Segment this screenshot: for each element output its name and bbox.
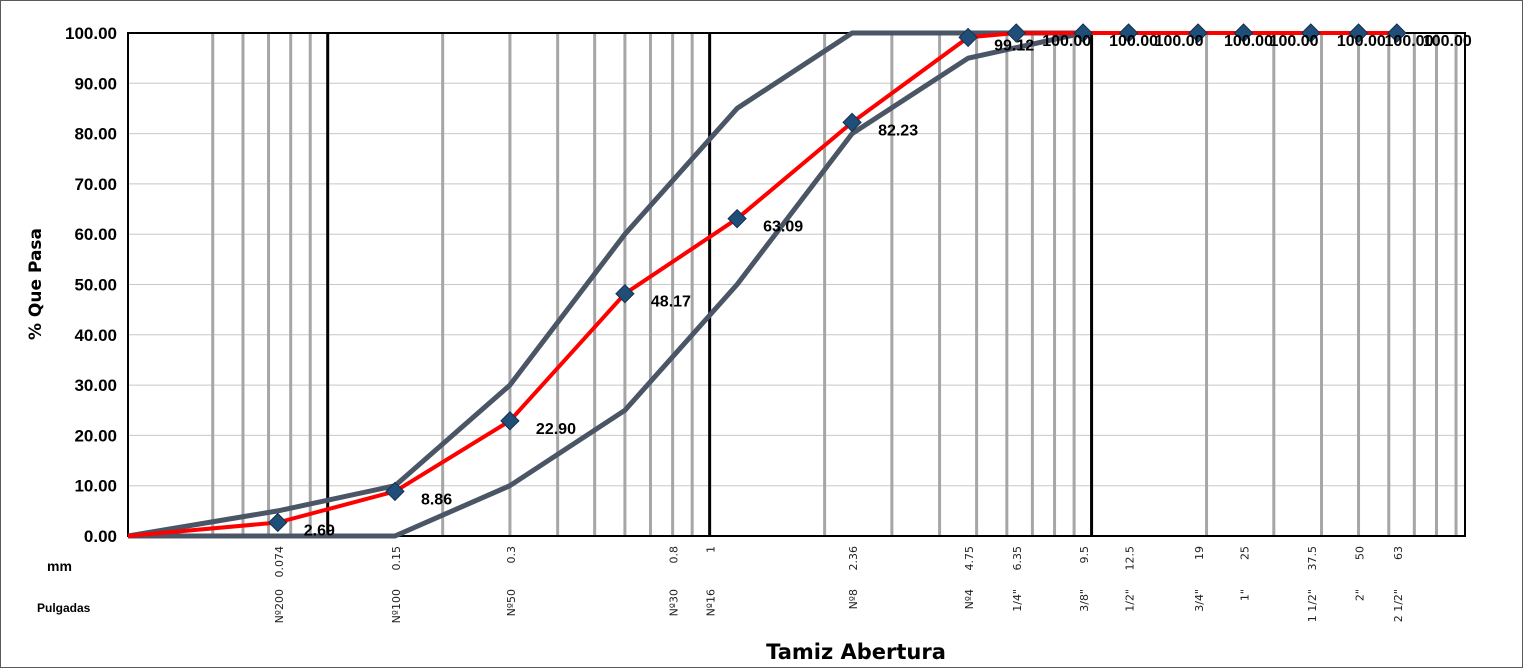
data-label: 63.09 (763, 219, 803, 236)
sieve-name-label: Nº50 (505, 589, 518, 616)
data-point (1348, 23, 1369, 43)
sieve-mm-label: 25 (1239, 546, 1252, 560)
data-point (500, 411, 520, 431)
sieve-name-label: Nº200 (273, 589, 286, 623)
sieve-mm-label: 0.3 (505, 546, 518, 564)
data-label: 99.12 (994, 37, 1034, 54)
sieve-mm-label: 9.5 (1078, 546, 1091, 564)
row-label-inches: Pulgadas (37, 601, 91, 615)
y-tick-labels: 0.00 10.00 20.00 30.00 40.00 50.00 60.00 70.00 8… (65, 24, 117, 546)
data-point (842, 112, 862, 133)
y-tick-label: 10.00 (74, 477, 117, 496)
y-tick-label: 70.00 (74, 175, 117, 194)
gradation-line (127, 31, 1397, 538)
row-label-mm: mm (47, 558, 72, 574)
sieve-mm-label: 50 (1354, 546, 1367, 560)
data-point (958, 27, 978, 48)
grid-lines (127, 32, 1466, 537)
sieve-mm-label: 0.8 (668, 546, 681, 564)
data-point (1387, 23, 1407, 43)
upper-limit-line (127, 30, 1084, 539)
sieve-mm-label: 2.36 (847, 546, 860, 571)
data-label: 100.00 (1224, 33, 1273, 50)
data-label: 100.00 (1042, 33, 1091, 50)
data-label: 100.00 (1109, 33, 1158, 50)
y-tick-label: 30.00 (74, 376, 117, 395)
plot-border (127, 32, 1466, 537)
data-point (268, 512, 288, 533)
y-tick-label: 100.00 (65, 24, 117, 43)
y-axis-title: % Que Pasa (26, 228, 46, 340)
sieve-name-label: Nº4 (963, 589, 976, 609)
data-label: 82.23 (878, 122, 918, 139)
data-point (1073, 23, 1093, 43)
y-tick-label: 90.00 (74, 74, 117, 93)
data-markers (268, 23, 1407, 533)
data-label: 100.00 (1385, 33, 1434, 50)
sieve-name-label: 2" (1354, 589, 1367, 601)
data-point (1301, 23, 1321, 43)
y-tick-label: 50.00 (74, 276, 117, 295)
x-axis-title: Tamiz Abertura (766, 640, 946, 664)
sieve-name-label: 1/4" (1011, 589, 1024, 612)
data-point (615, 283, 635, 304)
y-tick-label: 80.00 (74, 125, 117, 144)
data-label: 2.69 (304, 522, 335, 539)
data-point (1233, 23, 1254, 43)
data-point (1188, 23, 1208, 43)
data-point (1006, 23, 1026, 43)
data-point (727, 208, 747, 229)
data-point (1118, 23, 1139, 43)
sieve-name-label: 3/4" (1193, 589, 1206, 612)
sieve-name-label: Nº100 (390, 589, 403, 623)
sieve-name-label: 1/2" (1124, 589, 1137, 612)
sieve-mm-label: 1 (705, 546, 718, 553)
data-label: 22.90 (536, 421, 576, 438)
sieve-name-label: Nº30 (668, 589, 681, 616)
sieve-mm-label: 4.75 (963, 546, 976, 571)
sieve-labels: 0.074 Nº200 0.15 Nº100 0.3 Nº50 0.8 Nº30 1 Nº16 2.… (273, 546, 1405, 623)
y-tick-label: 40.00 (74, 326, 117, 345)
data-label: 100.00 (1337, 33, 1386, 50)
sieve-mm-label: 37.5 (1306, 546, 1319, 571)
sieve-name-label: 2 1/2" (1392, 589, 1405, 622)
sieve-mm-label: 0.074 (273, 546, 286, 578)
sieve-mm-label: 0.15 (390, 546, 403, 571)
sieve-mm-label: 6.35 (1011, 546, 1024, 571)
series-lines (127, 30, 1397, 539)
sieve-name-label: Nº16 (705, 589, 718, 616)
data-label: 100.00 (1270, 33, 1319, 50)
sieve-mm-label: 12.5 (1124, 546, 1137, 571)
sieve-mm-label: 63 (1392, 546, 1405, 560)
sieve-name-label: Nº8 (847, 589, 860, 609)
sieve-name-label: 3/8" (1078, 589, 1091, 612)
lower-limit-line (128, 30, 1084, 539)
data-label: 8.86 (421, 491, 452, 508)
data-label: 48.17 (651, 294, 691, 311)
y-tick-label: 60.00 (74, 225, 117, 244)
sieve-mm-label: 19 (1193, 546, 1206, 560)
y-tick-label: 20.00 (74, 426, 117, 445)
data-label: 100.00 (1155, 33, 1204, 50)
data-point (385, 481, 405, 502)
y-tick-label: 0.00 (84, 527, 117, 546)
sieve-name-label: 1 1/2" (1306, 589, 1319, 622)
data-label: 100.00 (1423, 33, 1472, 50)
sieve-name-label: 1" (1239, 589, 1252, 601)
